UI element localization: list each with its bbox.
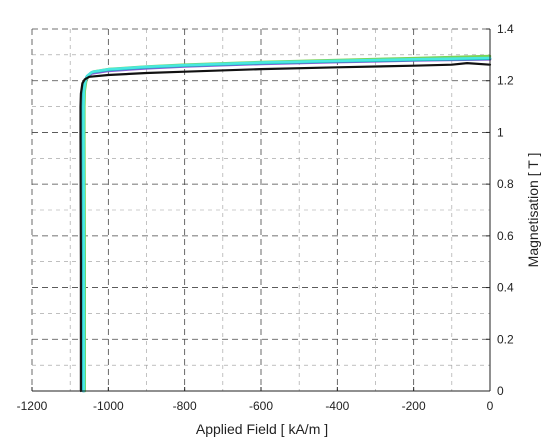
x-tick-label: -800 <box>173 399 197 413</box>
y-tick-label: 1.2 <box>497 74 514 88</box>
series-line <box>82 56 492 393</box>
series-line <box>79 61 492 393</box>
x-tick-label: -600 <box>249 399 273 413</box>
axes: -1200 -1000 -800 -600 -400 -200 00 0.2 0.4 0.6 0.8… <box>17 22 514 413</box>
x-axis-label: Applied Field [ kA/m ] <box>196 421 328 437</box>
x-tick-label: -200 <box>402 399 426 413</box>
y-tick-label: 0.4 <box>497 281 514 295</box>
y-tick-label: 0 <box>497 384 504 398</box>
y-axis-label: Magnetisation [ T ] <box>525 153 541 268</box>
x-tick-label: -1000 <box>93 399 124 413</box>
series-line <box>81 57 492 393</box>
y-tick-label: 0.6 <box>497 229 514 243</box>
y-tick-label: 0.2 <box>497 332 514 346</box>
grid <box>31 28 491 392</box>
y-tick-label: 1 <box>497 125 504 139</box>
x-tick-label: -1200 <box>17 399 48 413</box>
y-tick-label: 0.8 <box>497 177 514 191</box>
series-line <box>81 57 492 393</box>
series-group <box>79 54 492 393</box>
x-tick-label: 0 <box>487 399 494 413</box>
x-tick-label: -400 <box>325 399 349 413</box>
y-tick-label: 1.4 <box>497 22 514 36</box>
